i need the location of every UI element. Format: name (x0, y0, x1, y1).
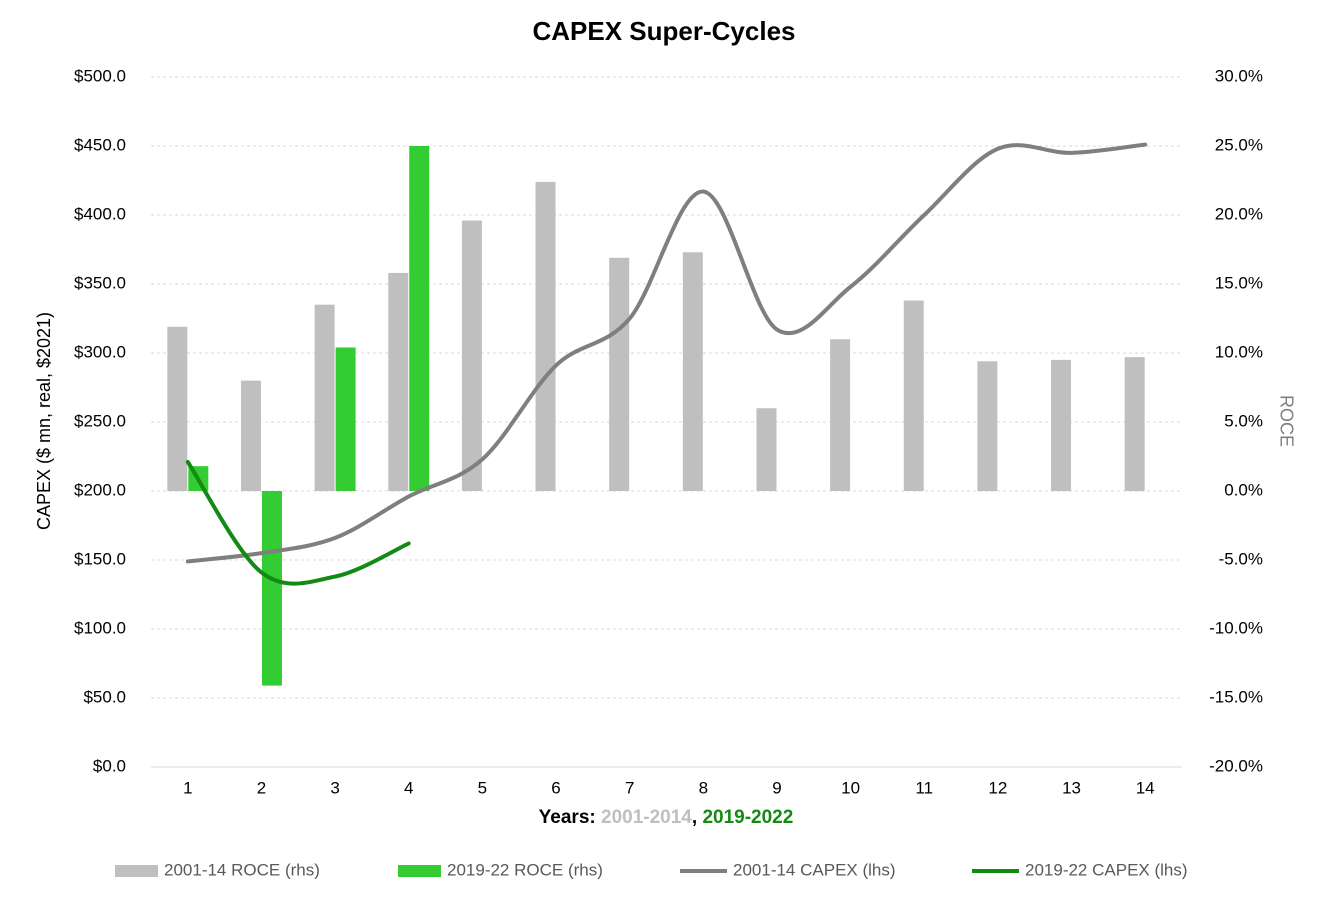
y-tick-label: $100.0 (74, 618, 126, 637)
legend-swatch (398, 865, 441, 877)
y2-tick-label: 5.0% (1224, 411, 1263, 430)
x-tick-label: 9 (772, 778, 781, 797)
y2-tick-label: 25.0% (1215, 135, 1263, 154)
y-tick-label: $150.0 (74, 549, 126, 568)
x-tick-label: 11 (915, 778, 933, 797)
line-series (185, 142, 1148, 564)
y2-tick-label: -15.0% (1209, 687, 1263, 706)
x-tick-label: 7 (625, 778, 634, 797)
bar (388, 272, 409, 491)
y2-tick-label: -20.0% (1209, 756, 1263, 775)
bar (609, 257, 630, 491)
y-axis-title: CAPEX ($ mn, real, $2021) (34, 312, 54, 530)
bar (830, 339, 851, 491)
y-tick-label: $500.0 (74, 66, 126, 85)
x-tick-label: 5 (478, 778, 487, 797)
legend-label: 2019-22 ROCE (rhs) (447, 860, 603, 879)
y2-axis-title: ROCE (1276, 395, 1296, 447)
y-tick-label: $350.0 (74, 273, 126, 292)
y2-tick-label: -10.0% (1209, 618, 1263, 637)
bar (335, 347, 356, 491)
x-tick-label: 12 (988, 778, 1007, 797)
legend-swatch (115, 865, 158, 877)
x-axis-title: Years: 2001-2014, 2019-2022 (539, 807, 794, 828)
x-tick-label: 4 (404, 778, 413, 797)
legend-label: 2001-14 CAPEX (lhs) (733, 860, 896, 879)
bar (1124, 357, 1145, 491)
bar (167, 326, 188, 491)
y2-tick-label: 15.0% (1215, 273, 1263, 292)
x-axis-title-part: 2001-2014 (601, 807, 692, 828)
legend-label: 2019-22 CAPEX (lhs) (1025, 860, 1188, 879)
bar (1051, 359, 1072, 491)
line-series (185, 460, 411, 586)
bar (682, 252, 703, 491)
y-tick-label: $0.0 (93, 756, 126, 775)
x-tick-label: 13 (1062, 778, 1081, 797)
y-tick-label: $250.0 (74, 411, 126, 430)
bar (240, 380, 261, 491)
y2-tick-label: -5.0% (1219, 549, 1263, 568)
bar (314, 304, 335, 491)
y-tick-label: $300.0 (74, 342, 126, 361)
y2-tick-label: 20.0% (1215, 204, 1263, 223)
bar (461, 220, 482, 491)
bar (261, 491, 282, 686)
bar (535, 181, 556, 491)
legend-label: 2001-14 ROCE (rhs) (164, 860, 320, 879)
x-tick-label: 1 (183, 778, 192, 797)
x-axis-title-part: Years: (539, 807, 601, 828)
y-tick-label: $400.0 (74, 204, 126, 223)
x-tick-label: 2 (257, 778, 266, 797)
x-axis-title-part: 2019-2022 (702, 807, 793, 828)
y-tick-label: $450.0 (74, 135, 126, 154)
x-tick-label: 14 (1136, 778, 1155, 797)
x-tick-label: 3 (330, 778, 339, 797)
y-tick-label: $50.0 (83, 687, 126, 706)
x-tick-label: 10 (841, 778, 860, 797)
x-tick-label: 6 (551, 778, 560, 797)
y2-tick-label: 10.0% (1215, 342, 1263, 361)
y2-tick-label: 0.0% (1224, 480, 1263, 499)
bar (903, 300, 924, 491)
x-tick-label: 8 (699, 778, 708, 797)
y2-tick-label: 30.0% (1215, 66, 1263, 85)
x-axis-title-part: , (692, 807, 703, 828)
y-tick-label: $200.0 (74, 480, 126, 499)
bar (756, 408, 777, 491)
bar (409, 146, 430, 491)
bar (977, 361, 998, 491)
chart-title: CAPEX Super-Cycles (533, 16, 796, 46)
